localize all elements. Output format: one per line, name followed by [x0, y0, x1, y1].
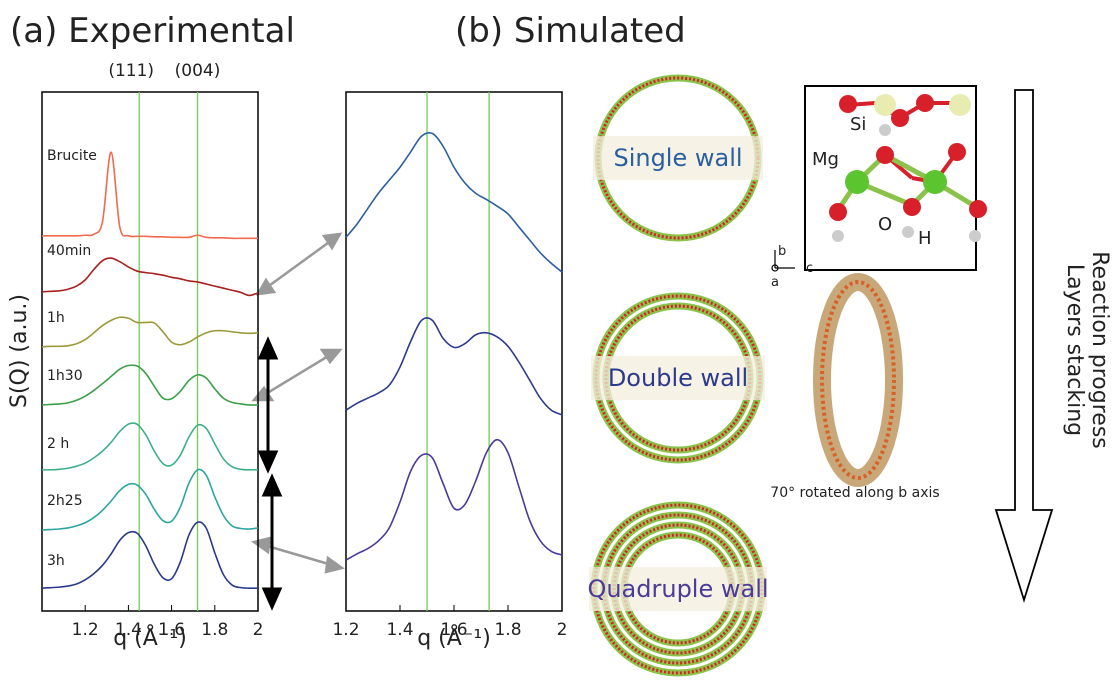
axis-name: b — [778, 244, 786, 259]
reference-label: (004) — [175, 61, 221, 81]
line-series — [41, 364, 259, 406]
caption: 70° rotated along b axis — [770, 485, 939, 501]
structure-label: Single wall — [613, 144, 742, 172]
reference-label: (111) — [108, 61, 154, 81]
structure-label: Double wall — [608, 364, 748, 392]
x-tick-label: 1.8 — [494, 620, 521, 640]
x-axis-label: q (Å⁻¹) — [113, 624, 187, 651]
line-series — [41, 422, 259, 471]
structure-label: Quadruple wall — [587, 575, 768, 603]
x-axis-label: q (Å⁻¹) — [417, 624, 491, 651]
band — [591, 356, 765, 400]
x-tick-label: 1.6 — [158, 620, 185, 640]
band — [593, 136, 763, 180]
plot-frame — [345, 91, 563, 612]
series-label: Brucite — [47, 148, 97, 164]
line-series — [41, 521, 259, 590]
x-tick-label: 1.6 — [440, 620, 467, 640]
progress-arrow — [994, 89, 1054, 604]
line-series — [345, 317, 563, 416]
axis-name: c — [806, 261, 813, 276]
line-series — [345, 131, 563, 273]
line-series — [42, 151, 258, 240]
line-series — [41, 316, 259, 348]
atom-label: Mg — [812, 149, 839, 170]
x-tick-label: 1.2 — [332, 620, 359, 640]
y-axis-label: S(Q) (a.u.) — [7, 294, 32, 408]
panel-title: (b) Simulated — [455, 11, 686, 51]
series-label: 40min — [47, 243, 91, 259]
axes-triad: b c a — [771, 244, 813, 290]
x-tick-label: 1.2 — [72, 620, 99, 640]
x-tick-label: 1.4 — [115, 620, 142, 640]
series-label: 3h — [47, 553, 65, 569]
x-tick-label: 2 — [253, 620, 264, 640]
plot-frame — [41, 91, 259, 612]
x-tick-label: 1.4 — [386, 620, 413, 640]
tube-side — [820, 280, 896, 480]
panel-title: (a) Experimental — [10, 11, 295, 51]
series-label: 1h30 — [47, 368, 83, 384]
band — [589, 567, 767, 611]
axis-name: a — [771, 275, 779, 290]
x-tick-label: 1.8 — [201, 620, 228, 640]
nanotubes: Single wall Double wall Quadruple wall 70° … — [587, 74, 940, 677]
atom-label: H — [918, 228, 932, 249]
atom-label: Si — [850, 114, 866, 135]
series-label: 1h — [47, 310, 65, 326]
range-arrows — [257, 336, 283, 611]
line-series — [345, 438, 563, 561]
molecule: Si Mg O H — [804, 85, 987, 271]
side-label: Reaction progress — [1087, 251, 1112, 449]
series-label: 2 h — [47, 436, 69, 452]
side-label: Layers stacking — [1062, 264, 1087, 436]
link-arrows — [251, 232, 345, 574]
x-tick-label: 2 — [557, 620, 568, 640]
atom-label: O — [878, 214, 892, 235]
line-series — [41, 257, 259, 297]
series-label: 2h25 — [47, 493, 83, 509]
line-series — [41, 468, 259, 531]
